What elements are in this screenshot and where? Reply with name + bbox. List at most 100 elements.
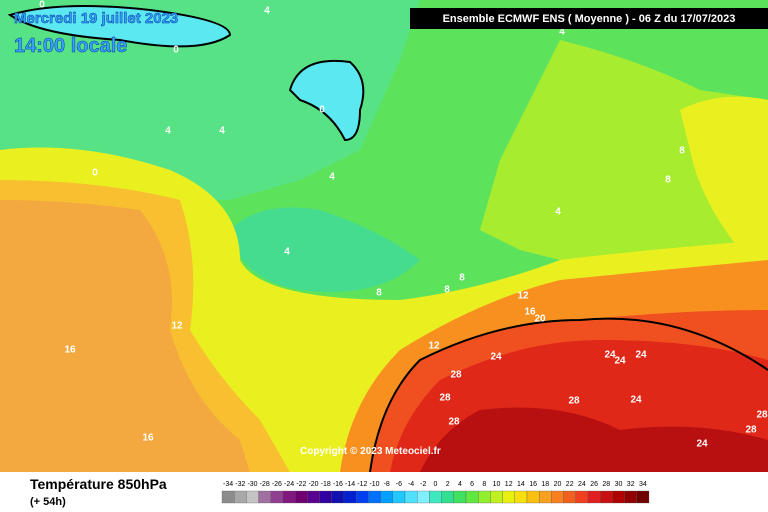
scale-tick-label: -18: [321, 481, 331, 488]
scale-swatch: [282, 490, 296, 504]
contour-label: 16: [64, 345, 76, 356]
contour-label: 28: [439, 393, 451, 404]
scale-swatch: [417, 490, 430, 504]
scale-tick-label: -8: [384, 481, 390, 488]
legend-lead: (+ 54h): [30, 496, 66, 508]
scale-tick-label: 10: [493, 481, 501, 488]
scale-swatch: [356, 490, 369, 504]
scale-swatch: [404, 490, 418, 504]
scale-swatch: [343, 490, 357, 504]
scale-swatch: [514, 490, 528, 504]
scale-tick-label: -34: [223, 481, 233, 488]
scale-swatch: [551, 490, 564, 504]
scale-swatch: [502, 490, 515, 504]
scale-tick-label: -16: [333, 481, 343, 488]
contour-label: 4: [559, 27, 565, 38]
scale-tick-label: 0: [434, 481, 438, 488]
scale-tick-label: -14: [345, 481, 355, 488]
scale-swatch: [221, 490, 235, 504]
scale-tick-label: 16: [529, 481, 537, 488]
scale-tick-label: 26: [590, 481, 598, 488]
scale-swatch: [392, 490, 406, 504]
contour-label: 24: [614, 356, 626, 367]
scale-tick-label: -22: [296, 481, 306, 488]
contour-label: 8: [665, 175, 671, 186]
contour-label: 4: [165, 126, 171, 137]
contour-label: 4: [555, 207, 561, 218]
scale-swatch: [453, 490, 467, 504]
scale-tick-label: -6: [396, 481, 402, 488]
contour-label: 0: [173, 45, 179, 56]
scale-tick-label: -32: [235, 481, 245, 488]
scale-swatch: [246, 490, 259, 504]
scale-swatch: [307, 490, 320, 504]
contour-label: 28: [745, 425, 757, 436]
contour-label: 0: [319, 105, 325, 116]
contour-label: 12: [517, 291, 529, 302]
contour-label: 28: [756, 410, 768, 421]
contour-label: 8: [444, 285, 450, 296]
scale-swatch: [441, 490, 454, 504]
valid-time: 14:00 locale: [14, 35, 127, 57]
contour-label: 12: [171, 321, 183, 332]
contour-label: 4: [329, 172, 335, 183]
scale-swatch: [612, 490, 625, 504]
scale-swatch: [429, 490, 442, 504]
contour-label: 20: [534, 314, 546, 325]
contour-label: 16: [524, 307, 536, 318]
contour-label: 4: [284, 247, 290, 258]
scale-tick-label: -4: [408, 481, 414, 488]
header-box: [410, 8, 768, 29]
scale-tick-label: -12: [357, 481, 367, 488]
scale-tick-label: 30: [615, 481, 623, 488]
scale-tick-label: 6: [470, 481, 474, 488]
scale-swatch: [270, 490, 284, 504]
scale-tick-label: -10: [369, 481, 379, 488]
contour-label: 16: [142, 433, 154, 444]
scale-tick-label: 4: [458, 481, 462, 488]
scale-tick-label: 20: [554, 481, 562, 488]
copyright: Copyright © 2023 Meteociel.fr: [300, 446, 441, 457]
scale-swatch: [368, 490, 381, 504]
contour-label: 24: [490, 352, 502, 363]
model-run: Ensemble ECMWF ENS ( Moyenne ) - 06 Z du…: [443, 13, 736, 25]
scale-swatch: [624, 490, 637, 504]
scale-swatch: [234, 490, 247, 504]
scale-tick-label: 2: [446, 481, 450, 488]
scale-swatch: [478, 490, 491, 504]
scale-tick-label: -26: [272, 481, 282, 488]
scale-swatch: [563, 490, 576, 504]
contour-label: 28: [568, 396, 580, 407]
contour-label: 24: [635, 350, 647, 361]
map-field: [0, 0, 768, 473]
legend-title: Température 850hPa: [30, 476, 167, 492]
contour-label: 24: [696, 439, 708, 450]
scale-swatch: [258, 490, 271, 504]
scale-tick-label: -30: [247, 481, 257, 488]
scale-swatch: [587, 490, 601, 504]
contour-label: 0: [39, 0, 45, 11]
scale-swatch: [636, 490, 650, 504]
contour-label: 24: [630, 395, 642, 406]
contour-label: 4: [264, 6, 270, 17]
scale-tick-label: -20: [308, 481, 318, 488]
color-scale: -34 -32 -30 -28 -26 -24 -22 -20 -18 -16 -14 -12 -10-…: [221, 481, 650, 504]
scale-tick-label: 24: [578, 481, 586, 488]
scale-swatch: [539, 490, 552, 504]
scale-tick-label: 8: [482, 481, 486, 488]
scale-tick-label: 32: [627, 481, 635, 488]
scale-tick-label: -28: [260, 481, 270, 488]
scale-swatch: [331, 490, 345, 504]
scale-tick-label: 34: [639, 481, 647, 488]
scale-swatch: [600, 490, 613, 504]
contour-label: 8: [376, 288, 382, 299]
scale-tick-label: -24: [284, 481, 294, 488]
scale-swatch: [575, 490, 589, 504]
valid-date: Mercredi 19 juillet 2023: [14, 10, 178, 27]
scale-tick-label: 14: [517, 481, 525, 488]
scale-swatch: [319, 490, 332, 504]
scale-swatch: [295, 490, 308, 504]
contour-label: 8: [679, 146, 685, 157]
